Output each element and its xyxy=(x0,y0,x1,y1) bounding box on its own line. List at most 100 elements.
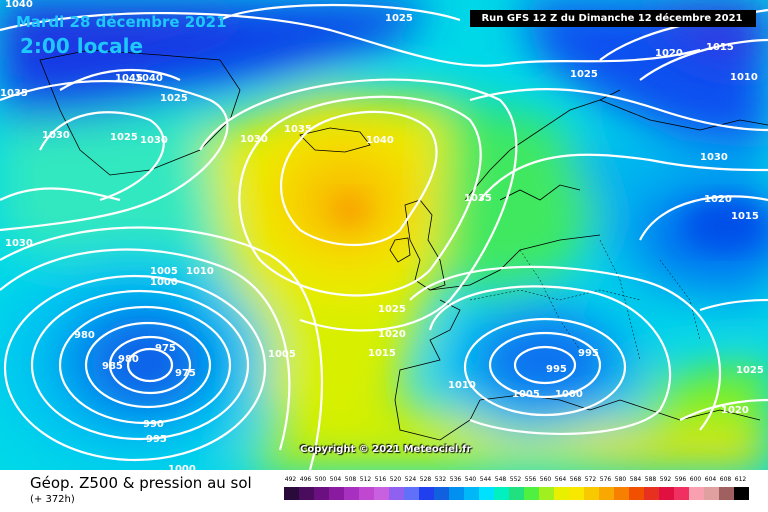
map-title: Géop. Z500 & pression au sol xyxy=(30,474,252,492)
legend-color-swatch xyxy=(449,487,464,500)
legend-color-swatch xyxy=(659,487,674,500)
legend-tick-label: 568 xyxy=(569,476,582,483)
legend-color-swatch xyxy=(329,487,344,500)
isobar-label: 1000 xyxy=(168,464,196,470)
legend-color-swatch xyxy=(599,487,614,500)
color-scale-legend: 492 496 500 504 508 512 516 520 524 528 532 536 540 5… xyxy=(284,476,752,506)
isobar-label: 1025 xyxy=(385,13,413,24)
legend-tick-label: 528 xyxy=(419,476,432,483)
z500-field xyxy=(0,0,768,470)
isobar-label: 1030 xyxy=(140,135,168,146)
isobar-label: 1005 xyxy=(150,266,178,277)
legend-color-swatch xyxy=(434,487,449,500)
legend-tick-label: 564 xyxy=(554,476,567,483)
legend-color-swatch xyxy=(674,487,689,500)
isobar-label: 1005 xyxy=(512,389,540,400)
legend-tick-label: 596 xyxy=(674,476,687,483)
legend-tick-label: 584 xyxy=(629,476,642,483)
legend-color-swatch xyxy=(719,487,734,500)
isobar-label: 1030 xyxy=(5,238,33,249)
legend-tick-label: 524 xyxy=(404,476,417,483)
isobar-label: 995 xyxy=(146,434,167,445)
isobar-label: 1020 xyxy=(378,329,406,340)
isobar-label: 1025 xyxy=(378,304,406,315)
legend-color-swatch xyxy=(524,487,539,500)
isobar-label: 1040 xyxy=(5,0,33,10)
isobar-label: 1000 xyxy=(555,389,583,400)
z500-detail xyxy=(332,195,765,250)
legend-tick-label: 508 xyxy=(344,476,357,483)
legend-color-swatch xyxy=(389,487,404,500)
legend-color-swatch xyxy=(539,487,554,500)
legend-tick-label: 576 xyxy=(599,476,612,483)
legend-tick-label: 604 xyxy=(704,476,717,483)
legend-tick-label: 540 xyxy=(464,476,477,483)
legend-color-swatch xyxy=(734,487,749,500)
legend-tick-label: 556 xyxy=(524,476,537,483)
isobar-label: 980 xyxy=(74,330,95,341)
legend-color-swatch xyxy=(359,487,374,500)
legend-color-swatch xyxy=(569,487,584,500)
legend-color-swatch xyxy=(509,487,524,500)
legend-tick-label: 608 xyxy=(719,476,732,483)
legend-tick-label: 500 xyxy=(314,476,327,483)
legend-tick-label: 552 xyxy=(509,476,522,483)
isobar-label: 985 xyxy=(102,361,123,372)
copyright-notice: Copyright © 2021 Meteociel.fr xyxy=(300,444,472,455)
forecast-lead-time: (+ 372h) xyxy=(30,494,75,505)
isobar-label: 1030 xyxy=(240,134,268,145)
legend-color-swatch xyxy=(494,487,509,500)
isobar-label: 1035 xyxy=(0,88,28,99)
isobar-label: 1010 xyxy=(730,72,758,83)
isobar-label: 975 xyxy=(155,343,176,354)
legend-tick-label: 512 xyxy=(359,476,372,483)
isobar-label: 1030 xyxy=(42,130,70,141)
legend-tick-label: 600 xyxy=(689,476,702,483)
isobar-label: 1000 xyxy=(150,277,178,288)
legend-tick-label: 588 xyxy=(644,476,657,483)
isobar-labels: 1040 1025 1045 1040 1035 1025 1030 1025 … xyxy=(0,0,764,470)
isobar-label: 1040 xyxy=(135,73,163,84)
legend-tick-label: 548 xyxy=(494,476,507,483)
legend-color-swatch xyxy=(704,487,719,500)
isobar-label: 1020 xyxy=(655,48,683,59)
isobar-label: 1025 xyxy=(570,69,598,80)
legend-tick-label: 536 xyxy=(449,476,462,483)
forecast-date: Mardi 28 décembre 2021 xyxy=(16,13,227,31)
isobar-label: 1015 xyxy=(368,348,396,359)
legend-tick-label: 504 xyxy=(329,476,342,483)
legend-tick-label: 572 xyxy=(584,476,597,483)
isobar-label: 975 xyxy=(175,368,196,379)
isobar-label: 1020 xyxy=(721,405,749,416)
legend-tick-label: 532 xyxy=(434,476,447,483)
isobar-label: 1020 xyxy=(704,194,732,205)
legend-color-swatch xyxy=(404,487,419,500)
isobar-label: 1040 xyxy=(366,135,394,146)
legend-tick-label: 580 xyxy=(614,476,627,483)
legend-color-swatch xyxy=(344,487,359,500)
legend-color-swatch xyxy=(374,487,389,500)
legend-tick-label: 492 xyxy=(284,476,297,483)
legend-color-swatch xyxy=(689,487,704,500)
map-area: 1040 1025 1045 1040 1035 1025 1030 1025 … xyxy=(0,0,768,470)
forecast-time: 2:00 locale xyxy=(20,34,144,58)
model-run-label: Run GFS 12 Z du Dimanche 12 décembre 202… xyxy=(470,10,756,27)
isobar-label: 995 xyxy=(546,364,567,375)
legend-color-swatch xyxy=(314,487,329,500)
isobar-label: 1045 xyxy=(115,73,143,84)
isobar-label: 1015 xyxy=(731,211,759,222)
isobar-label: 1035 xyxy=(284,124,312,135)
legend-color-swatch xyxy=(464,487,479,500)
isobar-label: 990 xyxy=(143,419,164,430)
legend-tick-label: 592 xyxy=(659,476,672,483)
isobar-label: 1010 xyxy=(448,380,476,391)
legend-color-swatch xyxy=(644,487,659,500)
isobar-label: 1025 xyxy=(160,93,188,104)
legend-tick-label: 560 xyxy=(539,476,552,483)
legend-tick-label: 544 xyxy=(479,476,492,483)
legend-tick-label: 612 xyxy=(734,476,747,483)
legend-color-swatch xyxy=(479,487,494,500)
isobar-label: 1005 xyxy=(268,349,296,360)
isobar-label: 1030 xyxy=(700,152,728,163)
